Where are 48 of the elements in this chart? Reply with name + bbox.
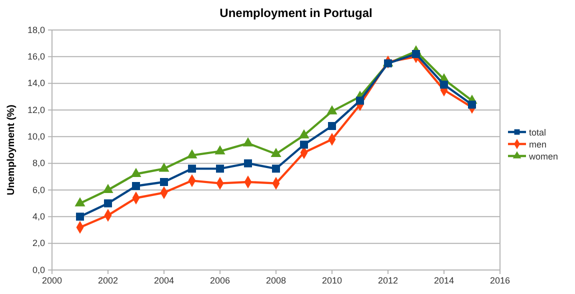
- point: [270, 148, 282, 158]
- y-tick-label: 6,0: [32, 184, 45, 195]
- point: [160, 178, 168, 186]
- point: [102, 184, 114, 194]
- point: [104, 199, 112, 208]
- point: [188, 164, 196, 173]
- y-tick-label: 0,0: [32, 264, 45, 275]
- point: [412, 50, 420, 58]
- y-tick-label: 12,0: [27, 104, 45, 115]
- y-tick-label: 14,0: [27, 78, 45, 88]
- legend-label: men: [529, 140, 547, 150]
- x-tick-label: 2004: [154, 275, 174, 286]
- point: [130, 168, 142, 178]
- point: [326, 105, 338, 114]
- x-tick-label: 2016: [490, 275, 510, 286]
- legend-label: women: [528, 152, 558, 162]
- x-tick-label: 2012: [378, 275, 398, 286]
- point: [132, 182, 140, 190]
- point: [328, 122, 336, 130]
- point: [440, 80, 448, 89]
- point: [244, 159, 252, 168]
- y-tick-label: 8,0: [32, 158, 45, 168]
- point: [272, 164, 280, 173]
- legend-label: total: [529, 128, 546, 138]
- point: [298, 129, 310, 138]
- point: [214, 145, 226, 154]
- y-tick-label: 4,0: [32, 212, 45, 222]
- x-tick-label: 2008: [266, 275, 286, 286]
- x-tick-label: 2010: [322, 275, 342, 286]
- point: [356, 96, 364, 105]
- point: [468, 100, 476, 109]
- x-tick-label: 2002: [98, 275, 118, 286]
- y-tick-label: 16,0: [27, 52, 45, 62]
- y-tick-label: 18,0: [27, 24, 45, 35]
- point: [300, 140, 308, 149]
- x-tick-label: 2014: [434, 275, 454, 286]
- point: [216, 164, 224, 173]
- point: [186, 149, 198, 158]
- point: [158, 162, 170, 172]
- point: [242, 137, 254, 146]
- chart-title: Unemployment in Portugal: [220, 6, 372, 20]
- x-tick-label: 2000: [42, 275, 62, 286]
- point: [76, 212, 84, 221]
- y-tick-label: 10,0: [27, 132, 45, 142]
- y-axis-title: Unemployment (%): [6, 104, 17, 196]
- point: [74, 197, 86, 206]
- y-tick-label: 2,0: [32, 238, 45, 248]
- x-tick-label: 2006: [210, 275, 230, 286]
